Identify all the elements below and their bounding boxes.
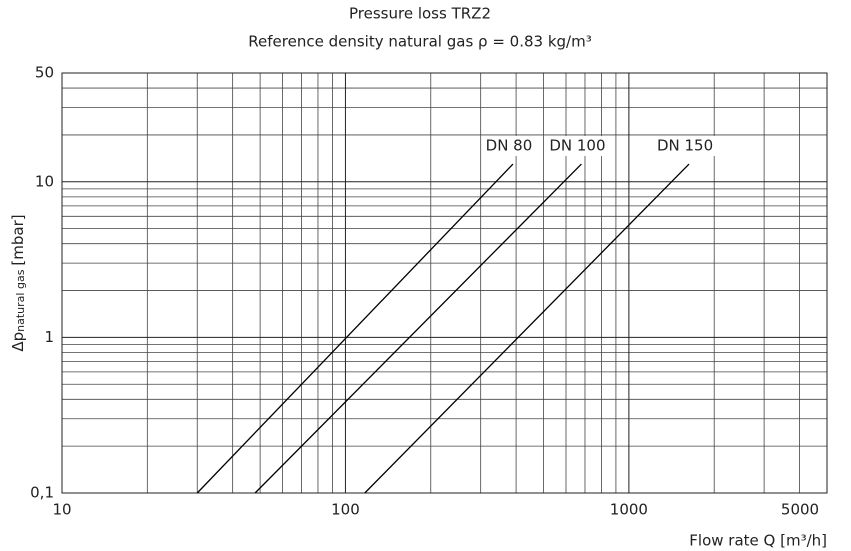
series-label-bg xyxy=(546,136,609,157)
chart-subtitle: Reference density natural gas ρ = 0.83 k… xyxy=(248,33,591,51)
y-label-unit: [mbar] xyxy=(9,214,27,265)
series-label: DN 100 xyxy=(549,137,605,155)
plot-frame xyxy=(61,72,828,494)
x-tick-label: 100 xyxy=(331,501,360,519)
y-tick-label: 1 xyxy=(44,328,54,346)
series-line xyxy=(254,163,582,494)
y-tick-label: 50 xyxy=(35,64,54,82)
series-line xyxy=(196,163,514,494)
y-label-subscript: natural gas xyxy=(14,269,27,332)
y-tick-label: 10 xyxy=(35,172,54,190)
y-tick-label: 0,1 xyxy=(30,484,54,502)
x-tick-label: 1000 xyxy=(610,501,648,519)
x-tick-label: 10 xyxy=(52,501,71,519)
x-axis-label: Flow rate Q [m³/h] xyxy=(689,532,827,550)
series-label-bg xyxy=(482,136,536,157)
chart-title: Pressure loss TRZ2 xyxy=(349,5,491,23)
series-label-bg xyxy=(653,136,717,157)
series-label: DN 150 xyxy=(657,137,713,155)
series-line xyxy=(364,163,690,494)
series-label: DN 80 xyxy=(486,137,533,155)
y-label-symbol: Δp xyxy=(9,332,27,352)
y-axis-label: Δpnatural gas [mbar] xyxy=(9,214,28,351)
x-tick-label: 5000 xyxy=(781,501,819,519)
